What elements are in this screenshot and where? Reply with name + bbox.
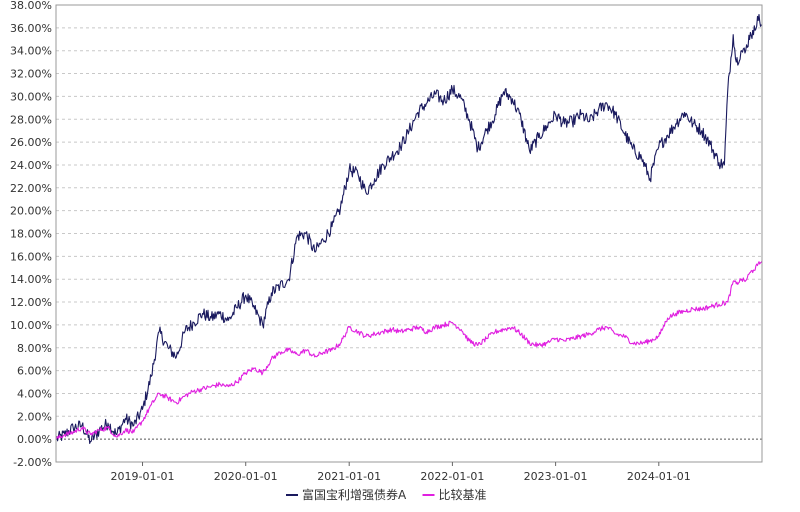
y-tick-label: 14.00% <box>10 273 52 286</box>
legend: 富国宝利增强债券A 比较基准 <box>286 487 487 502</box>
y-axis: -2.00% 0.00% 2.00% 4.00% 6.00% 8.00% 10.00% 12.… <box>10 0 52 469</box>
y-tick-label: 28.00% <box>10 113 52 126</box>
legend-label-0: 富国宝利增强债券A <box>302 487 407 502</box>
series-line-1 <box>55 260 763 440</box>
legend-label-1: 比较基准 <box>439 487 487 502</box>
x-tick-label: 2021-01-01 <box>317 470 381 483</box>
y-tick-label: 22.00% <box>10 182 52 195</box>
y-tick-label: 16.00% <box>10 250 52 263</box>
y-tick-label: 24.00% <box>10 159 52 172</box>
x-tick-label: 2022-01-01 <box>420 470 484 483</box>
series-layer <box>55 13 763 444</box>
y-tick-label: 2.00% <box>17 410 52 423</box>
y-tick-label: 26.00% <box>10 136 52 149</box>
y-tick-label: 6.00% <box>17 365 52 378</box>
x-tick-label: 2020-01-01 <box>214 470 278 483</box>
y-tick-label: 38.00% <box>10 0 52 12</box>
plot-frame <box>55 4 763 463</box>
y-tick-label: -2.00% <box>13 456 52 469</box>
y-tick-label: 12.00% <box>10 296 52 309</box>
y-tick-label: 20.00% <box>10 205 52 218</box>
y-tick-label: 8.00% <box>17 342 52 355</box>
y-tick-label: 30.00% <box>10 90 52 103</box>
x-tick-label: 2024-01-01 <box>627 470 691 483</box>
x-axis: 2019-01-01 2020-01-01 2021-01-01 2022-01-01… <box>111 462 691 483</box>
y-tick-label: 36.00% <box>10 22 52 35</box>
series-line-0 <box>55 13 763 444</box>
x-tick-label: 2019-01-01 <box>111 470 175 483</box>
y-tick-label: 34.00% <box>10 45 52 58</box>
y-tick-label: 18.00% <box>10 228 52 241</box>
y-tick-label: 32.00% <box>10 68 52 81</box>
y-tick-label: 4.00% <box>17 387 52 400</box>
y-tick-label: 0.00% <box>17 433 52 446</box>
y-tick-label: 10.00% <box>10 319 52 332</box>
x-tick-label: 2023-01-01 <box>524 470 588 483</box>
